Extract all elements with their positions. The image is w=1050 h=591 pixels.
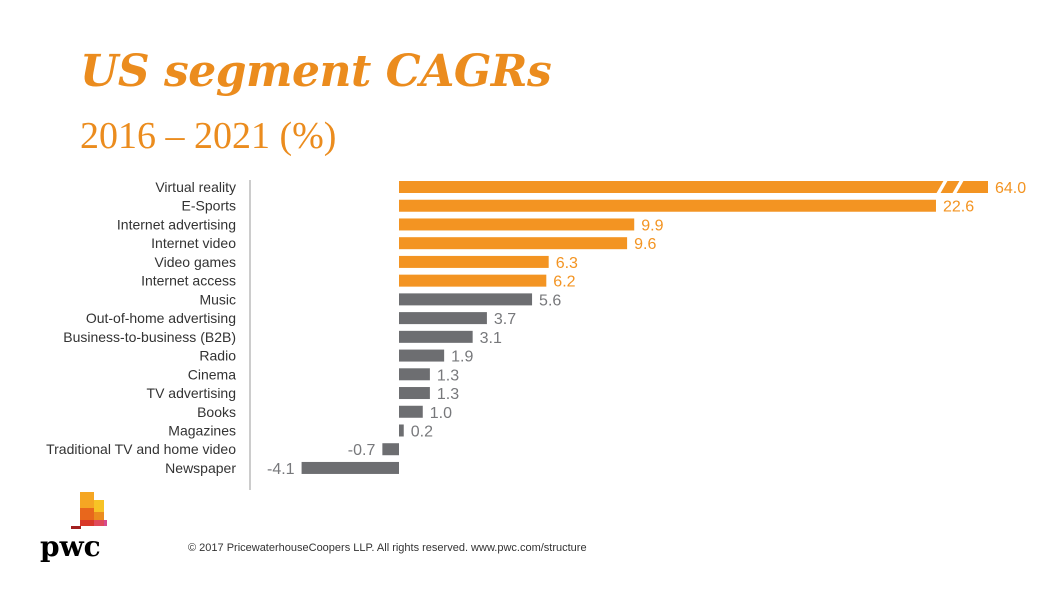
bar	[399, 274, 547, 287]
bar	[399, 199, 936, 212]
chart-title: US segment CAGRs	[80, 46, 552, 97]
value-label: -0.7	[348, 442, 376, 459]
category-label: Out-of-home advertising	[86, 310, 236, 326]
bar	[399, 330, 473, 343]
value-label: 9.9	[641, 217, 663, 234]
category-label: Internet advertising	[117, 216, 236, 232]
value-label: 9.6	[634, 236, 656, 253]
value-label: 22.6	[943, 199, 974, 216]
category-label: Radio	[199, 348, 236, 364]
value-label: 64.0	[995, 180, 1026, 197]
category-label: E-Sports	[182, 198, 236, 214]
category-label: Music	[199, 291, 236, 307]
value-label: 5.6	[539, 292, 561, 309]
bar	[399, 405, 423, 418]
bar	[399, 424, 404, 437]
bar	[399, 181, 988, 193]
value-label: 1.3	[437, 367, 459, 384]
value-label: 3.1	[480, 330, 502, 347]
bar	[399, 255, 549, 268]
copyright-footer: © 2017 PricewaterhouseCoopers LLP. All r…	[188, 542, 587, 554]
category-label: Books	[197, 404, 236, 420]
category-label: Video games	[155, 254, 236, 270]
value-label: -4.1	[267, 461, 295, 478]
category-label: Virtual reality	[155, 179, 236, 195]
category-label: Traditional TV and home video	[46, 441, 236, 457]
value-label: 6.2	[553, 274, 575, 291]
category-label: Cinema	[188, 366, 236, 382]
category-label: Internet access	[141, 273, 236, 289]
category-label: Newspaper	[165, 460, 236, 476]
bar	[399, 349, 445, 362]
pwc-logo: pwc	[38, 492, 138, 567]
value-label: 3.7	[494, 311, 516, 328]
value-label: 1.3	[437, 386, 459, 403]
category-label: Business-to-business (B2B)	[63, 329, 236, 345]
bar	[382, 443, 399, 456]
bar	[399, 387, 430, 400]
bar	[399, 312, 487, 325]
value-label: 1.0	[430, 405, 452, 422]
value-label: 1.9	[451, 349, 473, 366]
value-label: 0.2	[411, 423, 433, 440]
bar	[301, 461, 399, 474]
chart-subtitle: 2016 – 2021 (%)	[80, 115, 337, 157]
bar	[399, 218, 635, 231]
category-label: Internet video	[151, 235, 236, 251]
bar	[399, 368, 430, 381]
axis-break-mark	[936, 180, 948, 194]
axis-break-mark	[952, 180, 964, 194]
category-label: TV advertising	[147, 385, 236, 401]
bar	[399, 237, 628, 250]
svg-text:pwc: pwc	[40, 530, 101, 562]
bar	[399, 293, 533, 306]
value-label: 6.3	[556, 255, 578, 272]
category-label: Magazines	[168, 422, 236, 438]
